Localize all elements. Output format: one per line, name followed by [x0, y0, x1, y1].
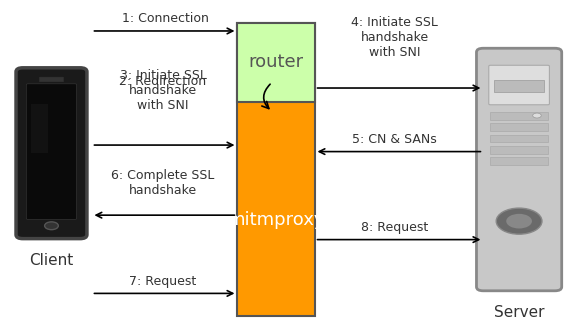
Text: Client: Client [29, 253, 74, 268]
FancyBboxPatch shape [39, 77, 63, 82]
Text: 1: Connection: 1: Connection [122, 12, 209, 25]
Text: 7: Request: 7: Request [129, 274, 197, 288]
FancyBboxPatch shape [490, 135, 547, 142]
FancyBboxPatch shape [490, 123, 547, 131]
FancyBboxPatch shape [237, 23, 315, 102]
FancyBboxPatch shape [476, 48, 562, 291]
Text: 4: Initiate SSL
handshake
with SNI: 4: Initiate SSL handshake with SNI [351, 16, 438, 59]
FancyBboxPatch shape [490, 157, 547, 165]
FancyArrowPatch shape [262, 84, 270, 109]
Text: 5: CN & SANs: 5: CN & SANs [352, 133, 437, 146]
Text: 2: Redirection: 2: Redirection [120, 75, 206, 88]
Circle shape [506, 214, 532, 229]
Text: router: router [248, 53, 304, 71]
FancyBboxPatch shape [16, 68, 87, 239]
FancyBboxPatch shape [26, 84, 77, 219]
FancyBboxPatch shape [237, 23, 315, 316]
FancyBboxPatch shape [488, 65, 549, 105]
Text: 8: Request: 8: Request [361, 221, 428, 234]
Text: Server: Server [494, 305, 545, 320]
FancyBboxPatch shape [30, 104, 47, 153]
FancyBboxPatch shape [494, 80, 544, 92]
Circle shape [533, 113, 541, 118]
Circle shape [45, 222, 58, 230]
Text: mitmproxy: mitmproxy [227, 211, 325, 229]
FancyBboxPatch shape [490, 112, 547, 120]
Text: 3: Initiate SSL
handshake
with SNI: 3: Initiate SSL handshake with SNI [120, 69, 206, 112]
Circle shape [496, 208, 542, 234]
Text: 6: Complete SSL
handshake: 6: Complete SSL handshake [112, 169, 214, 197]
FancyBboxPatch shape [490, 146, 547, 154]
